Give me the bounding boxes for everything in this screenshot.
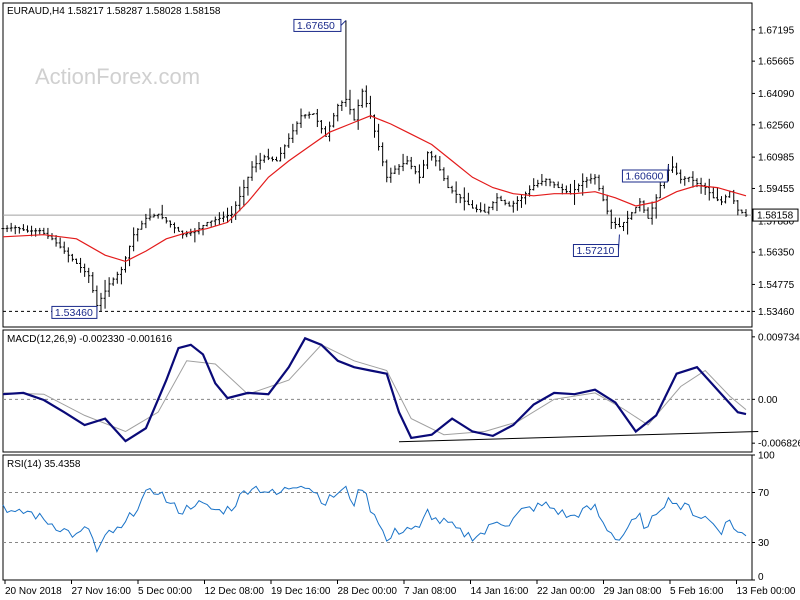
x-tick-label: 5 Dec 00:00 — [138, 586, 192, 597]
macd-trendline — [398, 430, 759, 443]
annotation-box — [621, 169, 668, 183]
annotation-connector — [340, 20, 347, 26]
annotation-box — [572, 244, 619, 258]
price-tick-label: 1.59455 — [758, 184, 795, 195]
current-price-label: 1.58158 — [757, 211, 794, 222]
annotation-label: 1.60600 — [625, 171, 663, 183]
rsi-tick-label: 0 — [758, 572, 764, 583]
x-tick-label: 28 Dec 00:00 — [338, 586, 398, 597]
annotation-label: 1.67650 — [297, 20, 335, 32]
rsi-tick-label: 30 — [758, 538, 770, 549]
macd-line — [2, 336, 747, 443]
x-tick-label: 22 Jan 00:00 — [537, 586, 595, 597]
macd-tick-label: 0.00 — [758, 395, 778, 406]
x-tick-label: 20 Nov 2018 — [5, 586, 62, 597]
rsi-header: RSI(14) 35.4358 — [7, 459, 81, 470]
rsi-tick-label: 70 — [758, 488, 770, 499]
moving-average-line — [2, 115, 747, 263]
macd-panel-frame — [2, 329, 753, 453]
x-tick-label: 29 Jan 08:00 — [604, 586, 662, 597]
x-tick-label: 7 Jan 08:00 — [404, 586, 457, 597]
annotation-label: 1.57210 — [576, 245, 614, 257]
rsi-panel-frame — [2, 454, 753, 581]
annotation-box — [293, 18, 342, 32]
x-tick-label: 19 Dec 16:00 — [271, 586, 331, 597]
macd-tick-label: -0.006826 — [758, 439, 800, 450]
current-price-box — [752, 208, 799, 222]
price-tick-label: 1.64090 — [758, 89, 795, 100]
price-tick-label: 1.54775 — [758, 280, 795, 291]
price-panel-frame — [2, 2, 753, 328]
symbol-header: EURAUD,H4 1.58217 1.58287 1.58028 1.5815… — [7, 6, 221, 17]
macd-tick-label: 0.009734 — [758, 332, 800, 343]
price-tick-label: 1.56350 — [758, 248, 795, 259]
price-tick-label: 1.67195 — [758, 25, 795, 36]
price-tick-label: 1.62560 — [758, 120, 795, 131]
annotation-label: 1.53460 — [55, 307, 93, 319]
x-tick-label: 12 Dec 08:00 — [205, 586, 265, 597]
x-tick-label: 13 Feb 00:00 — [737, 586, 796, 597]
price-bars — [1, 20, 748, 312]
price-tick-label: 1.60985 — [758, 153, 795, 164]
price-tick-label: 1.65665 — [758, 57, 795, 68]
price-tick-label: 1.53460 — [758, 307, 795, 318]
price-tick-label: 1.57880 — [758, 216, 795, 227]
rsi-line — [2, 485, 747, 554]
annotation-box — [51, 305, 98, 319]
macd-signal-line — [2, 344, 747, 436]
watermark: ActionForex.com — [35, 64, 200, 89]
x-tick-label: 5 Feb 16:00 — [670, 586, 724, 597]
rsi-tick-label: 100 — [758, 451, 775, 462]
x-tick-label: 27 Nov 16:00 — [72, 586, 132, 597]
x-tick-label: 14 Jan 16:00 — [471, 586, 529, 597]
macd-header: MACD(12,26,9) -0.002330 -0.001616 — [7, 334, 173, 345]
